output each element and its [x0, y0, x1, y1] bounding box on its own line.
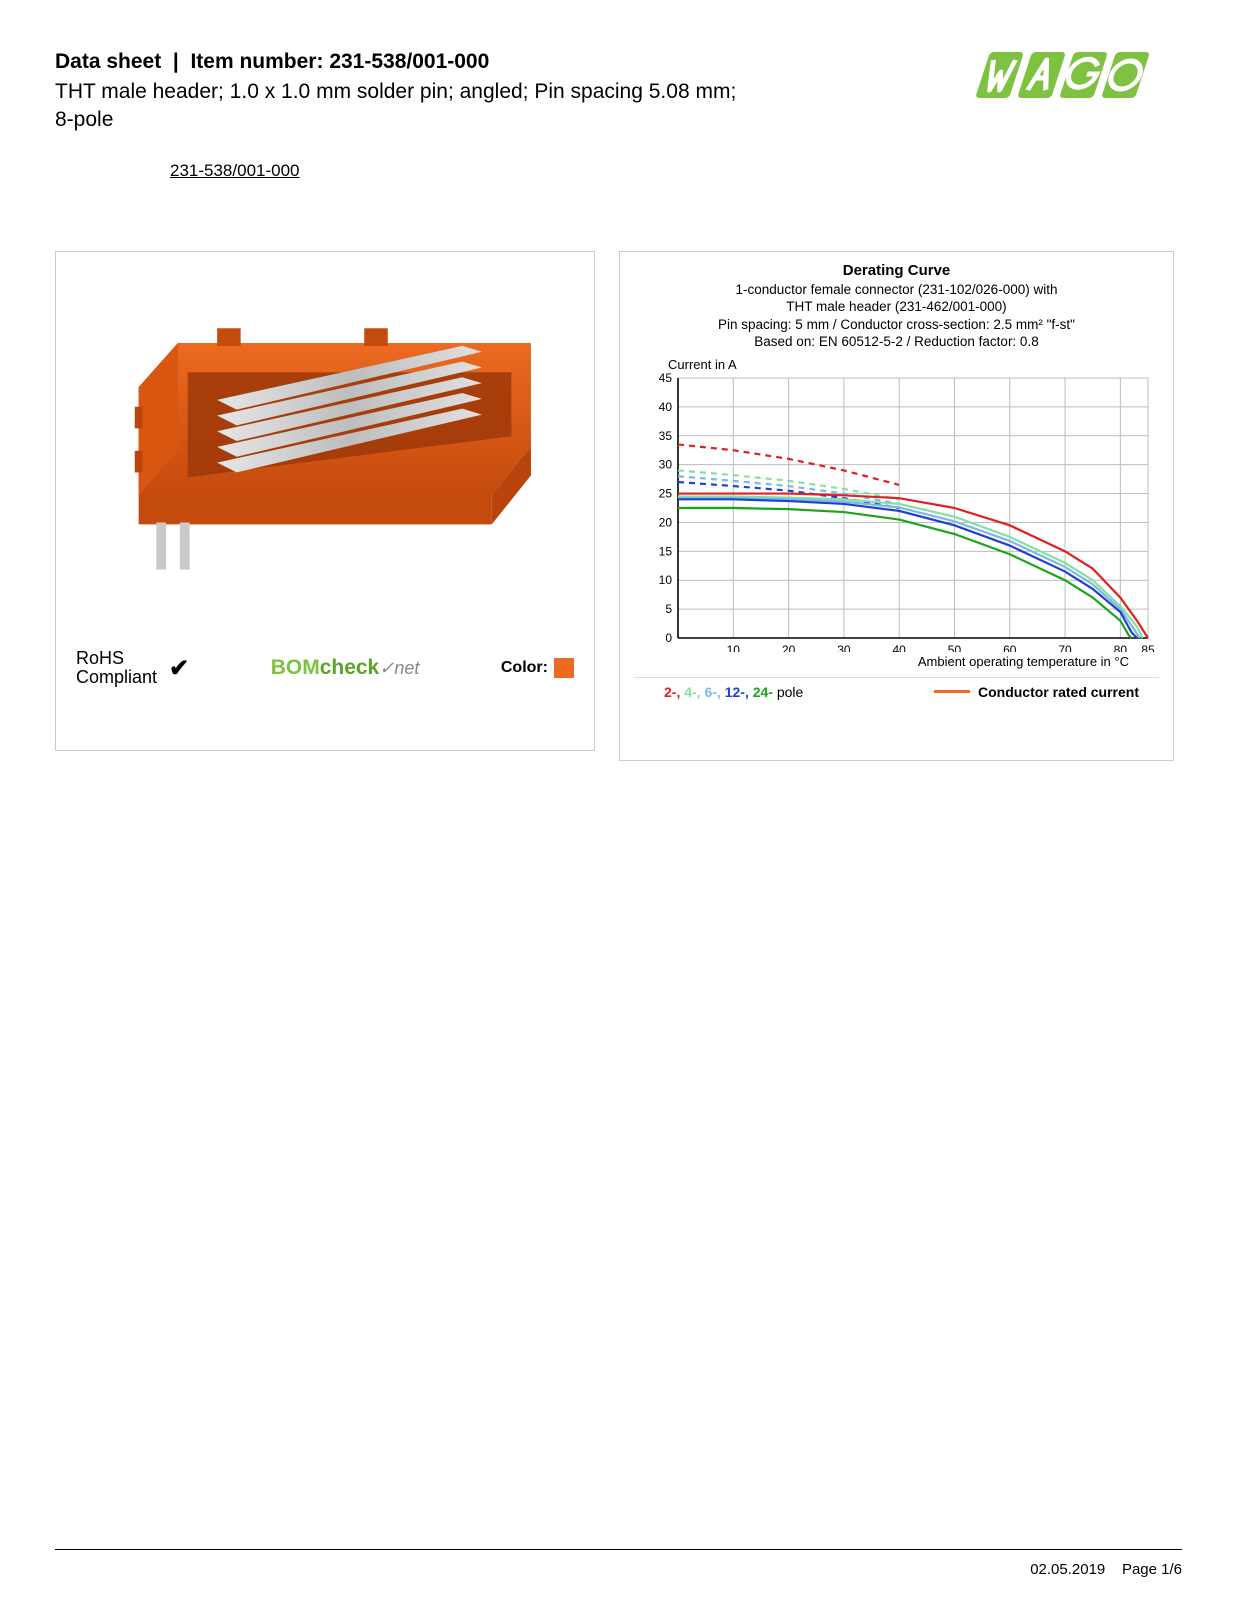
- chart-sub4: Based on: EN 60512-5-2 / Reduction facto…: [634, 333, 1159, 351]
- item-label: Item number:: [190, 50, 323, 73]
- chart-title: Derating Curve: [634, 262, 1159, 279]
- rated-label: Conductor rated current: [978, 684, 1139, 700]
- chart-sub2: THT male header (231-462/001-000): [634, 298, 1159, 316]
- svg-text:30: 30: [837, 643, 851, 652]
- svg-text:5: 5: [665, 602, 672, 616]
- bomcheck-mid: check: [320, 656, 380, 679]
- svg-text:10: 10: [727, 643, 741, 652]
- item-number: 231-538/001-000: [329, 50, 489, 73]
- legend-rated: Conductor rated current: [934, 684, 1139, 700]
- color-swatch: [554, 658, 574, 678]
- svg-text:45: 45: [659, 372, 673, 385]
- footer-date: 02.05.2019: [1030, 1561, 1105, 1578]
- svg-text:80: 80: [1114, 643, 1128, 652]
- subtitle: THT male header; 1.0 x 1.0 mm solder pin…: [55, 78, 755, 135]
- bomcheck-logo: BOMcheck✓net: [271, 656, 420, 680]
- bomcheck-prefix: BOM: [271, 656, 320, 679]
- header-text: Data sheet | Item number: 231-538/001-00…: [55, 50, 962, 135]
- product-panel: RoHS Compliant ✔ BOMcheck✓net Color:: [55, 251, 595, 751]
- footer-rule: [55, 1549, 1182, 1550]
- svg-text:20: 20: [659, 515, 673, 529]
- wago-logo: [962, 46, 1182, 104]
- chart-xlabel: Ambient operating temperature in °C: [634, 654, 1159, 669]
- title-prefix: Data sheet: [55, 50, 161, 73]
- title-sep: |: [173, 50, 179, 73]
- rohs-text: RoHS Compliant: [76, 649, 157, 689]
- footer-page: Page 1/6: [1122, 1561, 1182, 1578]
- chart-sub1: 1-conductor female connector (231-102/02…: [634, 281, 1159, 299]
- svg-text:40: 40: [659, 400, 673, 414]
- svg-text:60: 60: [1003, 643, 1017, 652]
- svg-text:85: 85: [1141, 643, 1155, 652]
- svg-text:35: 35: [659, 429, 673, 443]
- svg-text:25: 25: [659, 486, 673, 500]
- svg-text:40: 40: [892, 643, 906, 652]
- header: Data sheet | Item number: 231-538/001-00…: [55, 50, 1182, 135]
- check-icon: ✔: [169, 654, 189, 683]
- compliance-row: RoHS Compliant ✔ BOMcheck✓net Color:: [70, 649, 580, 689]
- svg-text:15: 15: [659, 544, 673, 558]
- svg-text:70: 70: [1058, 643, 1072, 652]
- derating-chart: 0 5 10 15 20 25 30 35 40 45 10 20 30 40 50 60 70 80 85: [634, 372, 1159, 652]
- rated-line-icon: [934, 690, 970, 693]
- svg-text:0: 0: [665, 631, 672, 645]
- item-link[interactable]: 231-538/001-000: [170, 161, 300, 181]
- bomcheck-suffix: ✓net: [379, 658, 419, 678]
- page-title: Data sheet | Item number: 231-538/001-00…: [55, 50, 962, 74]
- chart-sub3: Pin spacing: 5 mm / Conductor cross-sect…: [634, 316, 1159, 334]
- rohs-line1: RoHS: [76, 648, 124, 668]
- product-image: [70, 266, 580, 621]
- panels: RoHS Compliant ✔ BOMcheck✓net Color: Der…: [55, 251, 1182, 761]
- svg-text:50: 50: [948, 643, 962, 652]
- svg-text:20: 20: [782, 643, 796, 652]
- chart-legend: 2-, 4-, 6-, 12-, 24- pole Conductor rate…: [634, 677, 1159, 700]
- legend-poles: 2-, 4-, 6-, 12-, 24- pole: [664, 684, 803, 700]
- color-block: Color:: [501, 658, 574, 678]
- chart-panel: Derating Curve 1-conductor female connec…: [619, 251, 1174, 761]
- rohs-line2: Compliant: [76, 667, 157, 687]
- rohs-block: RoHS Compliant ✔: [76, 649, 189, 689]
- chart-ylabel: Current in A: [668, 357, 1159, 372]
- svg-text:10: 10: [659, 573, 673, 587]
- footer-text: 02.05.2019 Page 1/6: [1030, 1561, 1182, 1578]
- color-label: Color:: [501, 659, 548, 677]
- svg-text:30: 30: [659, 458, 673, 472]
